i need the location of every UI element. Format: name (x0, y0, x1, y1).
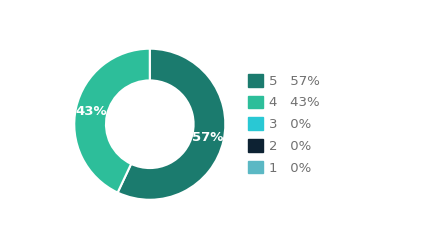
Text: 43%: 43% (76, 105, 107, 118)
Text: 57%: 57% (192, 131, 224, 144)
Wedge shape (74, 49, 150, 193)
Wedge shape (118, 49, 225, 200)
Legend: 5   57%, 4   43%, 3   0%, 2   0%, 1   0%: 5 57%, 4 43%, 3 0%, 2 0%, 1 0% (243, 69, 326, 180)
